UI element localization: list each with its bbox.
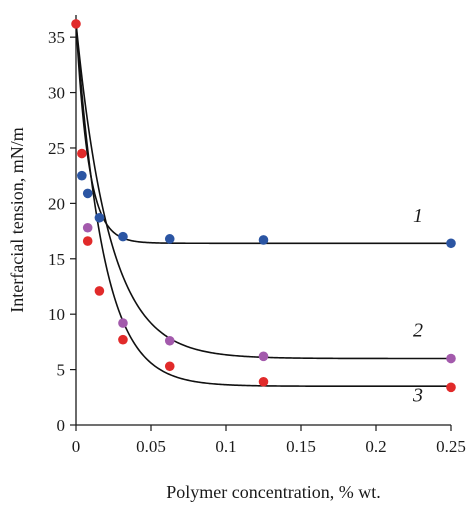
fit-curves	[75, 21, 451, 388]
data-point-series-1	[446, 238, 456, 249]
data-point-series-1	[82, 188, 93, 199]
data-point-series-1	[164, 234, 175, 244]
x-tick-label: 0	[72, 437, 81, 456]
data-point-series-1	[118, 231, 128, 242]
data-point-series-2	[164, 335, 175, 346]
fit-curve-series-2	[75, 22, 451, 360]
data-point-series-1	[94, 212, 105, 223]
data-point-series-3	[94, 286, 105, 296]
data-point-series-3	[118, 334, 128, 345]
data-point-series-1	[77, 170, 87, 181]
data-point-series-2	[118, 318, 128, 328]
x-tick-label: 0.15	[286, 437, 316, 456]
y-tick-label: 15	[48, 250, 65, 269]
x-ticks: 0 0.05 0.1 0.15 0.2 0.25	[72, 425, 466, 456]
x-tick-label: 0.1	[215, 437, 236, 456]
data-point-series-3	[77, 148, 87, 159]
x-tick-label: 0.25	[436, 437, 466, 456]
fit-curve-series-3	[75, 22, 451, 388]
x-tick-label: 0.2	[365, 437, 386, 456]
series-label-3: 3	[412, 385, 423, 407]
data-points	[71, 19, 456, 393]
y-tick-label: 30	[48, 84, 65, 103]
fit-curve-series-1	[75, 21, 451, 245]
data-point-series-3	[164, 361, 175, 372]
y-axis-title: Interfacial tension, mN/m	[7, 127, 27, 312]
data-point-series-2	[82, 222, 93, 233]
y-tick-label: 35	[48, 28, 65, 47]
y-ticks: 0 5 10 15 20 25 30 35	[48, 28, 76, 435]
series-labels: 1 2 3	[412, 205, 423, 407]
series-label-2: 2	[413, 319, 423, 341]
data-point-series-2	[258, 351, 269, 362]
y-tick-label: 5	[57, 361, 66, 380]
axes	[75, 15, 451, 426]
data-point-series-3	[258, 376, 269, 387]
data-point-series-3	[446, 382, 456, 393]
y-tick-label: 0	[57, 416, 66, 435]
y-tick-label: 25	[48, 139, 65, 158]
data-point-series-2	[446, 353, 456, 364]
y-tick-label: 10	[48, 305, 65, 324]
data-point-series-1	[258, 235, 269, 245]
data-point-series-3	[71, 19, 81, 29]
y-tick-label: 20	[48, 194, 65, 213]
x-axis-title: Polymer concentration, % wt.	[166, 482, 380, 502]
series-label-1: 1	[413, 205, 423, 227]
x-tick-label: 0.05	[136, 437, 166, 456]
data-point-series-3	[82, 236, 93, 246]
